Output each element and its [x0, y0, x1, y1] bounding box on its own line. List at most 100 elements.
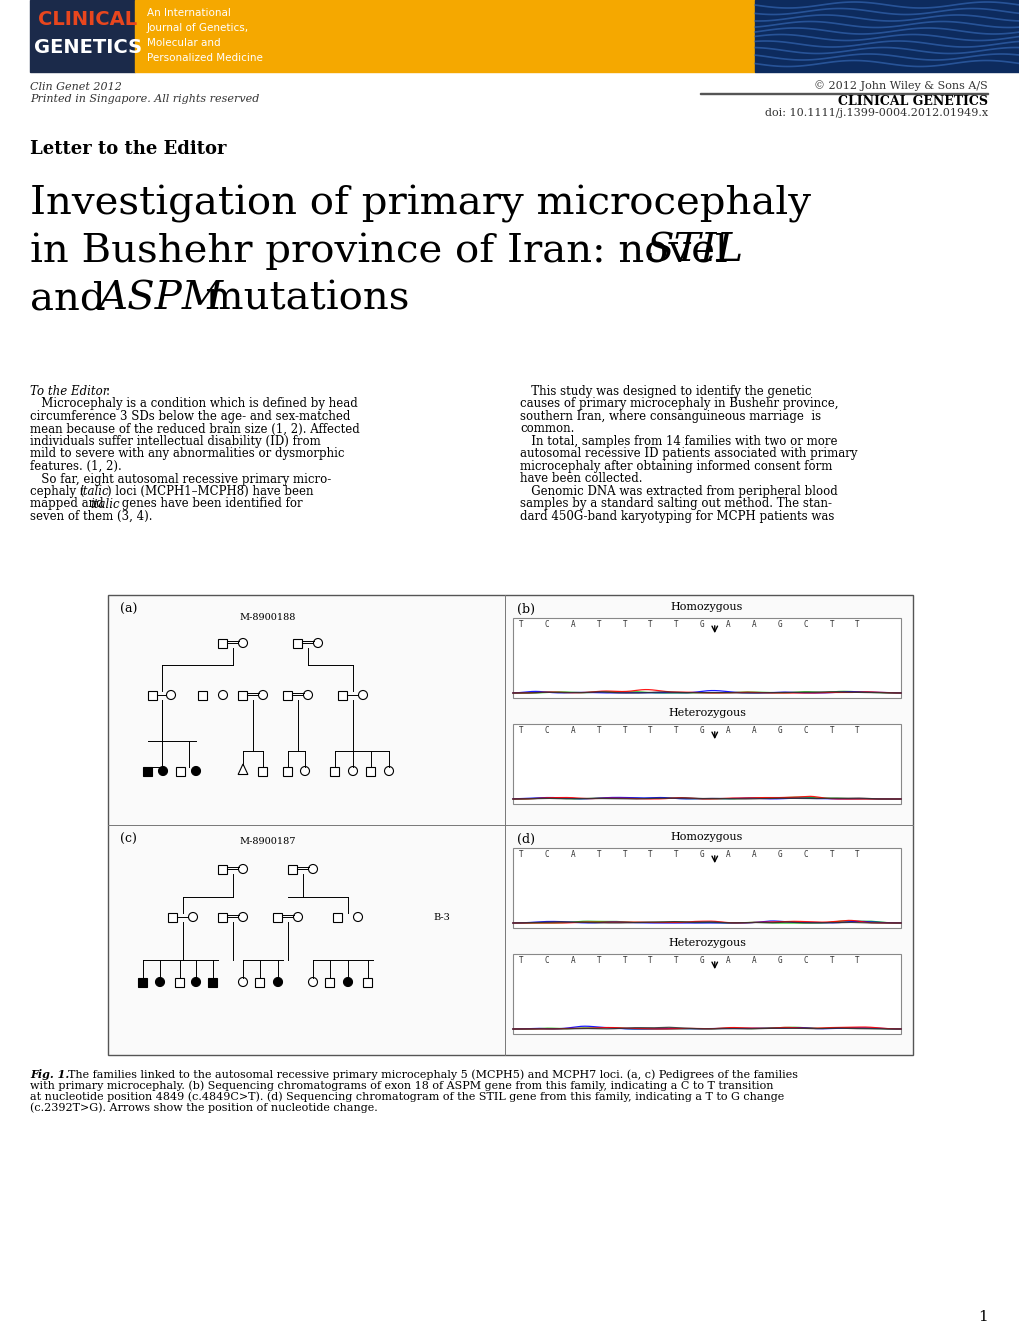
Circle shape: [354, 913, 362, 922]
Text: T: T: [519, 620, 523, 628]
Text: C: C: [544, 620, 549, 628]
Text: T: T: [854, 955, 859, 965]
Text: To the Editor: To the Editor: [30, 385, 108, 398]
Text: T: T: [674, 620, 679, 628]
Bar: [366, 766, 375, 776]
Bar: [258, 766, 267, 776]
Bar: [218, 864, 227, 874]
Circle shape: [218, 690, 227, 699]
Bar: [325, 977, 334, 986]
Text: T: T: [854, 620, 859, 628]
Text: Molecular and: Molecular and: [147, 38, 220, 48]
Text: T: T: [828, 850, 834, 859]
Circle shape: [238, 913, 248, 922]
Text: T: T: [622, 955, 627, 965]
Circle shape: [313, 638, 322, 647]
Text: Letter to the Editor: Letter to the Editor: [30, 139, 226, 158]
Text: A: A: [751, 955, 756, 965]
Text: cephaly (: cephaly (: [30, 485, 85, 498]
Text: A: A: [751, 620, 756, 628]
Text: italic: italic: [90, 497, 119, 511]
Text: have been collected.: have been collected.: [520, 473, 642, 485]
Text: T: T: [828, 620, 834, 628]
Text: G: G: [699, 955, 704, 965]
Text: C: C: [803, 850, 807, 859]
Text: Heterozygous: Heterozygous: [667, 938, 745, 947]
Circle shape: [238, 977, 248, 986]
Text: italic: italic: [78, 485, 108, 498]
Bar: [513, 618, 900, 698]
Text: individuals suffer intellectual disability (ID) from: individuals suffer intellectual disabili…: [30, 436, 320, 448]
Circle shape: [304, 690, 312, 699]
Bar: [218, 638, 227, 647]
Text: C: C: [544, 850, 549, 859]
Circle shape: [273, 977, 282, 986]
Bar: [30, 0, 135, 72]
Text: T: T: [596, 620, 600, 628]
Text: G: G: [776, 726, 782, 736]
Bar: [283, 766, 292, 776]
Text: GENETICS: GENETICS: [34, 38, 142, 58]
Text: Fig. 1.: Fig. 1.: [30, 1069, 69, 1080]
Bar: [144, 766, 153, 776]
Text: ASPM: ASPM: [98, 281, 223, 318]
Text: and: and: [30, 281, 118, 318]
Bar: [513, 954, 900, 1034]
Circle shape: [308, 977, 317, 986]
Circle shape: [301, 766, 309, 776]
Text: A: A: [726, 955, 730, 965]
Text: In total, samples from 14 families with two or more: In total, samples from 14 families with …: [520, 436, 837, 448]
Bar: [139, 977, 148, 986]
Text: T: T: [674, 955, 679, 965]
Text: T: T: [519, 955, 523, 965]
Text: mapped and: mapped and: [30, 497, 107, 511]
Text: genes have been identified for: genes have been identified for: [118, 497, 303, 511]
Text: M-8900188: M-8900188: [239, 612, 296, 622]
Text: T: T: [596, 726, 600, 736]
Text: A: A: [726, 620, 730, 628]
Text: This study was designed to identify the genetic: This study was designed to identify the …: [520, 385, 811, 398]
Text: A: A: [571, 620, 575, 628]
Text: G: G: [699, 726, 704, 736]
Text: features. (1, 2).: features. (1, 2).: [30, 460, 121, 473]
Text: Homozygous: Homozygous: [671, 832, 743, 842]
Text: B-3: B-3: [433, 913, 449, 922]
Text: A: A: [571, 726, 575, 736]
Text: A: A: [751, 726, 756, 736]
Bar: [108, 595, 912, 1055]
Bar: [513, 724, 900, 804]
Text: T: T: [596, 955, 600, 965]
Circle shape: [158, 766, 167, 776]
Circle shape: [166, 690, 175, 699]
Bar: [238, 690, 248, 699]
Text: common.: common.: [520, 422, 574, 436]
Circle shape: [293, 913, 303, 922]
Bar: [754, 0, 1019, 72]
Circle shape: [238, 638, 248, 647]
Text: ) loci (MCPH1–MCPH8) have been: ) loci (MCPH1–MCPH8) have been: [107, 485, 313, 498]
Text: mutations: mutations: [179, 281, 409, 318]
Text: southern Iran, where consanguineous marriage  is: southern Iran, where consanguineous marr…: [520, 410, 820, 423]
Text: G: G: [776, 620, 782, 628]
Text: T: T: [648, 620, 652, 628]
Bar: [273, 913, 282, 922]
Text: samples by a standard salting out method. The stan-: samples by a standard salting out method…: [520, 497, 832, 511]
Text: T: T: [622, 850, 627, 859]
Bar: [176, 766, 185, 776]
Text: A: A: [726, 850, 730, 859]
Bar: [293, 638, 303, 647]
Bar: [283, 690, 292, 699]
Text: 1: 1: [977, 1311, 987, 1324]
Text: T: T: [648, 955, 652, 965]
Text: STIL: STIL: [646, 233, 744, 269]
Text: microcephaly after obtaining informed consent form: microcephaly after obtaining informed co…: [520, 460, 832, 473]
Text: doi: 10.1111/j.1399-0004.2012.01949.x: doi: 10.1111/j.1399-0004.2012.01949.x: [764, 109, 987, 118]
Text: causes of primary microcephaly in Bushehr province,: causes of primary microcephaly in Busheh…: [520, 398, 838, 410]
Bar: [288, 864, 298, 874]
Text: (a): (a): [120, 603, 138, 616]
Text: M-8900187: M-8900187: [239, 838, 296, 846]
Text: C: C: [544, 726, 549, 736]
Text: Clin Genet 2012: Clin Genet 2012: [30, 82, 121, 92]
Text: (c.2392T>G). Arrows show the position of nucleotide change.: (c.2392T>G). Arrows show the position of…: [30, 1101, 377, 1112]
Text: The families linked to the autosomal recessive primary microcephaly 5 (MCPH5) an: The families linked to the autosomal rec…: [68, 1069, 797, 1080]
